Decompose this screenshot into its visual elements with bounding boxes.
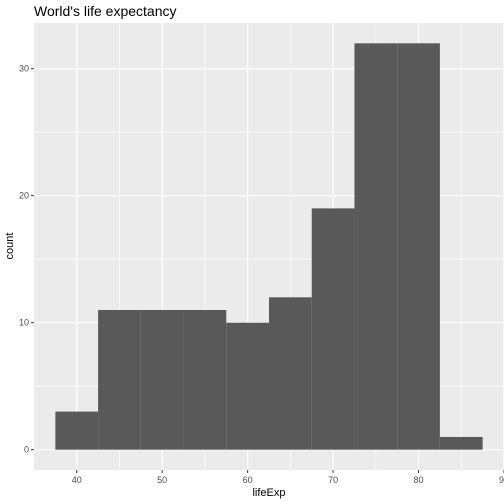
histogram-bar [269,297,312,450]
x-tick-label: 70 [328,475,338,485]
x-tick-label: 50 [157,475,167,485]
histogram-bar [226,322,269,450]
y-tick-label: 20 [19,191,29,201]
y-tick-label: 10 [19,318,29,328]
bars [55,43,483,450]
y-axis-title: count [4,233,16,260]
histogram-bar [183,309,227,450]
chart-title: World's life expectancy [34,3,176,19]
x-tick-label: 90 [499,475,504,485]
histogram-bar [55,411,99,450]
y-tick-label: 0 [24,445,29,455]
histogram-bar [354,43,398,450]
x-axis-title: lifeExp [252,487,285,499]
histogram-bar [439,436,483,450]
x-tick-label: 60 [243,475,253,485]
histogram-bar [98,309,141,450]
histogram-bar [140,309,184,450]
y-axis: 0 10 20 30 [19,64,34,455]
x-axis: 40 50 60 70 80 90 [72,470,504,485]
y-tick-label: 30 [19,64,29,74]
histogram-bar [397,43,440,450]
x-tick-label: 80 [414,475,424,485]
x-tick-label: 40 [72,475,82,485]
histogram-bar [311,208,355,450]
